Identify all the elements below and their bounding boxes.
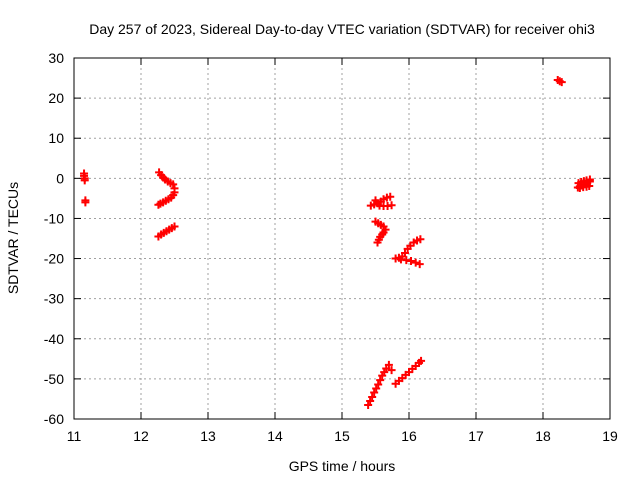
data-point — [384, 360, 393, 369]
gridlines — [74, 58, 610, 419]
series-arc-18.6h — [573, 175, 594, 192]
data-point — [81, 198, 90, 207]
x-tick-label: 15 — [334, 428, 350, 444]
x-tick-label: 14 — [267, 428, 283, 444]
x-tick-label: 16 — [401, 428, 417, 444]
x-tick-label: 17 — [468, 428, 484, 444]
data-point — [364, 400, 373, 409]
data-point — [372, 384, 381, 393]
y-tick-label: -50 — [44, 371, 64, 387]
series-arc-15.4h-diag — [364, 360, 396, 409]
series-arc-11h-b — [81, 196, 90, 207]
x-tick-label: 19 — [602, 428, 618, 444]
data-point — [387, 201, 396, 210]
x-tick-label: 11 — [67, 428, 82, 444]
x-tick-label: 18 — [535, 428, 551, 444]
series-arc-12.3h-lower — [154, 222, 179, 241]
y-tick-label: 30 — [48, 50, 64, 66]
data-point — [368, 392, 377, 401]
y-tick-label: -40 — [44, 331, 64, 347]
series-arc-18.2h — [553, 76, 566, 87]
y-tick-label: -10 — [44, 210, 64, 226]
data-point — [170, 222, 179, 231]
data-point — [374, 380, 383, 389]
data-point — [386, 192, 395, 201]
chart-title: Day 257 of 2023, Sidereal Day-to-day VTE… — [89, 21, 595, 37]
y-tick-label: 20 — [48, 90, 64, 106]
y-tick-label: -30 — [44, 291, 64, 307]
data-point — [416, 235, 425, 244]
series-arc-12.3h-upper — [154, 168, 179, 209]
data-point — [154, 200, 163, 209]
tick-labels: 11 12 13 14 15 16 17 18 19 -60 -50 -40 -30 -20 -10 0 10 2… — [44, 50, 618, 444]
data-point — [417, 356, 426, 365]
y-tick-label: -20 — [44, 251, 64, 267]
data-point — [376, 376, 385, 385]
x-tick-label: 13 — [200, 428, 216, 444]
data-point — [370, 388, 379, 397]
series-arc-15.5h-flat — [366, 192, 396, 211]
data-point — [366, 396, 375, 405]
data-point — [169, 180, 178, 189]
data-point — [371, 196, 380, 205]
data-point — [407, 256, 416, 265]
data-point — [373, 238, 382, 247]
data-point — [415, 260, 424, 269]
data-point — [585, 181, 594, 190]
y-axis-label: SDTVAR / TECUs — [5, 182, 21, 294]
data-point — [411, 258, 420, 267]
x-axis-label: GPS time / hours — [289, 458, 396, 474]
x-tick-label: 12 — [133, 428, 149, 444]
y-tick-label: 0 — [56, 170, 64, 186]
y-tick-label: -60 — [44, 411, 64, 427]
data-point — [400, 248, 409, 257]
plot-frame — [73, 57, 611, 420]
series-arc-11h-a — [80, 169, 89, 185]
series-arc-15.6h-v — [371, 217, 390, 247]
data-points — [80, 76, 594, 409]
series-arc-15.8h-diag — [391, 356, 426, 388]
data-point — [557, 78, 566, 87]
data-point — [80, 176, 89, 185]
data-point — [387, 366, 396, 375]
series-arc-15.9h-curve — [391, 235, 425, 269]
y-tick-label: 10 — [48, 130, 64, 146]
